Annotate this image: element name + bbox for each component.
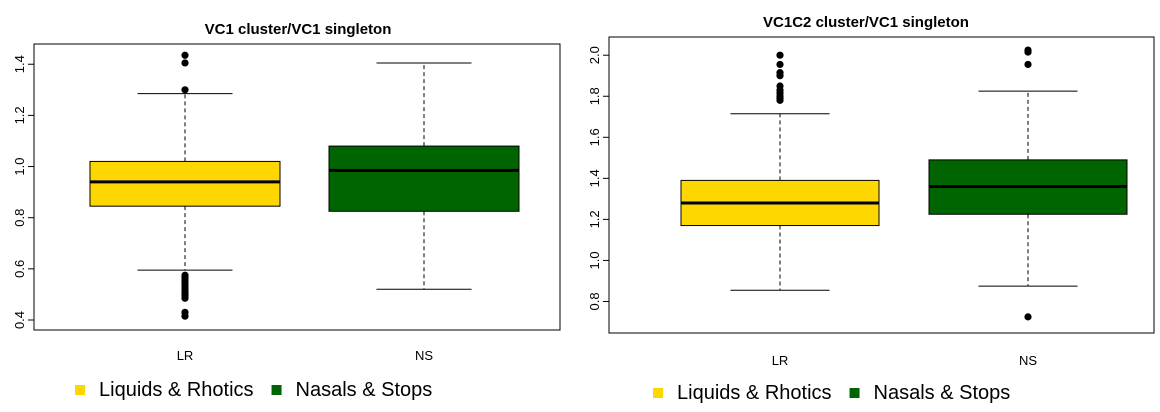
legend: Liquids & Rhotics Nasals & Stops xyxy=(75,379,432,401)
box-iqr xyxy=(328,145,520,212)
outlier-point xyxy=(1024,48,1032,56)
y-tick-label: 1.0 xyxy=(12,157,27,175)
outlier-point xyxy=(776,51,784,59)
y-tick-label: 1.6 xyxy=(587,128,602,146)
outlier-point xyxy=(181,294,189,302)
legend-label: Nasals & Stops xyxy=(296,379,433,401)
x-category-label: LR xyxy=(177,348,194,363)
outlier-point xyxy=(776,60,784,69)
outlier-point xyxy=(181,59,189,67)
y-tick-label: 1.2 xyxy=(587,210,602,228)
outlier-point xyxy=(181,312,189,320)
plot-frame xyxy=(608,36,1155,334)
legend-swatch xyxy=(75,385,85,395)
legend-swatch xyxy=(653,388,663,398)
y-tick-label: 0.8 xyxy=(12,209,27,227)
box-ns: NS xyxy=(928,46,1128,368)
chart-panel-left: VC1 cluster/VC1 singleton 0.4 0.6 0.8 1.0 1.… xyxy=(12,21,561,401)
legend-swatch xyxy=(271,385,282,395)
legend-label: Liquids & Rhotics xyxy=(99,379,254,401)
box-iqr xyxy=(89,160,281,207)
legend-label: Nasals & Stops xyxy=(874,382,1011,404)
chart-panel-right: VC1C2 cluster/VC1 singleton 0.8 1.0 1.2 1.4… xyxy=(587,14,1155,404)
box-ns: NS xyxy=(328,62,520,363)
y-tick-label: 1.4 xyxy=(12,55,27,73)
outlier-point xyxy=(1024,313,1032,321)
y-axis: 0.4 0.6 0.8 1.0 1.2 1.4 xyxy=(12,55,34,329)
outlier-point xyxy=(1024,60,1032,69)
legend-swatch xyxy=(849,388,860,398)
x-category-label: LR xyxy=(772,353,789,368)
y-tick-label: 1.2 xyxy=(12,106,27,124)
y-tick-label: 0.4 xyxy=(12,311,27,329)
box-lr: LR xyxy=(89,51,281,363)
y-tick-label: 1.8 xyxy=(587,87,602,105)
chart-title: VC1C2 cluster/VC1 singleton xyxy=(763,14,969,31)
y-tick-label: 2.0 xyxy=(587,46,602,64)
y-tick-label: 0.6 xyxy=(12,260,27,278)
y-tick-label: 1.4 xyxy=(587,169,602,187)
box-lr: LR xyxy=(680,51,880,368)
outlier-point xyxy=(181,86,189,94)
plot-frame xyxy=(33,43,561,331)
legend-label: Liquids & Rhotics xyxy=(677,382,832,404)
outlier-point xyxy=(776,96,784,104)
y-tick-label: 0.8 xyxy=(587,292,602,310)
x-category-label: NS xyxy=(1019,353,1037,368)
outlier-point xyxy=(776,72,784,80)
chart-title: VC1 cluster/VC1 singleton xyxy=(205,21,392,38)
x-category-label: NS xyxy=(415,348,433,363)
legend: Liquids & Rhotics Nasals & Stops xyxy=(653,382,1010,404)
outlier-point xyxy=(181,51,189,59)
y-tick-label: 1.0 xyxy=(587,251,602,269)
y-axis: 0.8 1.0 1.2 1.4 1.6 1.8 2.0 xyxy=(587,46,609,311)
